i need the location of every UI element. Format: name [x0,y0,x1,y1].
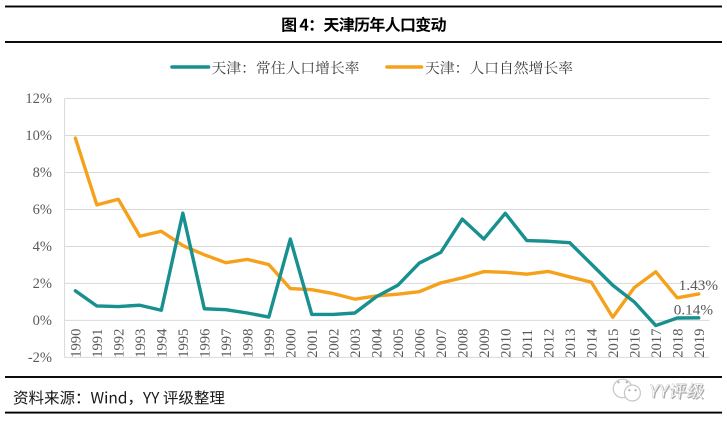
svg-text:0%: 0% [33,313,52,329]
svg-text:4%: 4% [33,239,52,255]
svg-text:1993: 1993 [133,329,149,358]
svg-text:2012: 2012 [541,329,557,358]
svg-text:2014: 2014 [584,328,600,358]
svg-text:1994: 1994 [154,328,170,358]
svg-text:2002: 2002 [326,329,342,358]
svg-text:2013: 2013 [563,329,579,358]
svg-text:2%: 2% [33,276,52,292]
svg-text:2017: 2017 [649,329,665,358]
svg-text:1992: 1992 [111,329,127,358]
svg-text:1.43%: 1.43% [679,277,719,294]
svg-text:2011: 2011 [520,329,536,358]
svg-text:2004: 2004 [369,328,385,358]
svg-text:2016: 2016 [627,329,643,358]
svg-text:2006: 2006 [412,329,428,358]
svg-text:8%: 8% [33,165,52,181]
svg-text:2001: 2001 [305,329,321,358]
svg-text:1997: 1997 [219,329,235,358]
svg-text:6%: 6% [33,202,52,218]
svg-text:2000: 2000 [283,329,299,358]
svg-text:2018: 2018 [670,329,686,358]
svg-text:2003: 2003 [348,329,364,358]
svg-text:1991: 1991 [90,329,106,358]
svg-text:1999: 1999 [262,329,278,358]
svg-text:2010: 2010 [498,329,514,358]
svg-text:1998: 1998 [240,329,256,358]
svg-text:2008: 2008 [455,329,471,358]
svg-text:2005: 2005 [391,329,407,358]
svg-text:2015: 2015 [606,329,622,358]
svg-text:-2%: -2% [28,350,52,366]
svg-text:10%: 10% [25,128,52,144]
svg-text:2009: 2009 [477,329,493,358]
svg-text:2007: 2007 [434,329,450,358]
svg-text:1990: 1990 [68,329,84,358]
svg-text:1996: 1996 [197,329,213,358]
svg-text:2019: 2019 [692,329,708,358]
svg-text:1995: 1995 [176,329,192,358]
svg-text:0.14%: 0.14% [674,302,714,319]
svg-text:12%: 12% [25,91,52,107]
